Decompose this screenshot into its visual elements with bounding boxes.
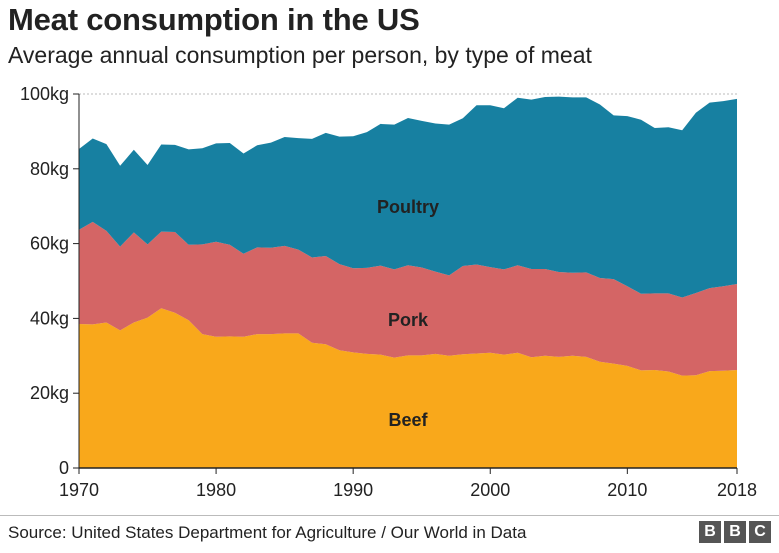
stacked-areas — [79, 96, 737, 468]
axes: 0 20kg 40kg 60kg 80kg 100kg 1970 1980 1990 2000 20… — [20, 84, 757, 500]
bbc-logo-letter: B — [724, 521, 746, 543]
x-tick-label: 2010 — [607, 480, 647, 500]
series-label-pork: Pork — [388, 310, 429, 330]
source-note: Source: United States Department for Agr… — [8, 523, 527, 542]
y-tick-label: 40kg — [30, 308, 69, 328]
chart-subtitle: Average annual consumption per person, b… — [8, 42, 592, 68]
area-poultry — [79, 96, 737, 298]
series-label-beef: Beef — [388, 410, 428, 430]
bbc-logo-letter: C — [749, 521, 771, 543]
chart-title: Meat consumption in the US — [8, 2, 420, 37]
area-pork — [79, 221, 737, 376]
x-tick-label: 2000 — [470, 480, 510, 500]
bbc-logo: B B C — [699, 521, 771, 543]
x-tick-label: 1980 — [196, 480, 236, 500]
y-tick-label: 60kg — [30, 234, 69, 254]
area-beef — [79, 308, 737, 468]
y-tick-label: 80kg — [30, 159, 69, 179]
y-tick-label: 20kg — [30, 383, 69, 403]
x-tick-label: 1990 — [333, 480, 373, 500]
bbc-logo-letter: B — [699, 521, 721, 543]
y-tick-label: 100kg — [20, 84, 69, 104]
y-tick-label: 0 — [59, 458, 69, 478]
footer-divider — [0, 515, 779, 516]
x-tick-label: 2018 — [717, 480, 757, 500]
series-label-poultry: Poultry — [377, 197, 439, 217]
x-tick-label: 1970 — [59, 480, 99, 500]
